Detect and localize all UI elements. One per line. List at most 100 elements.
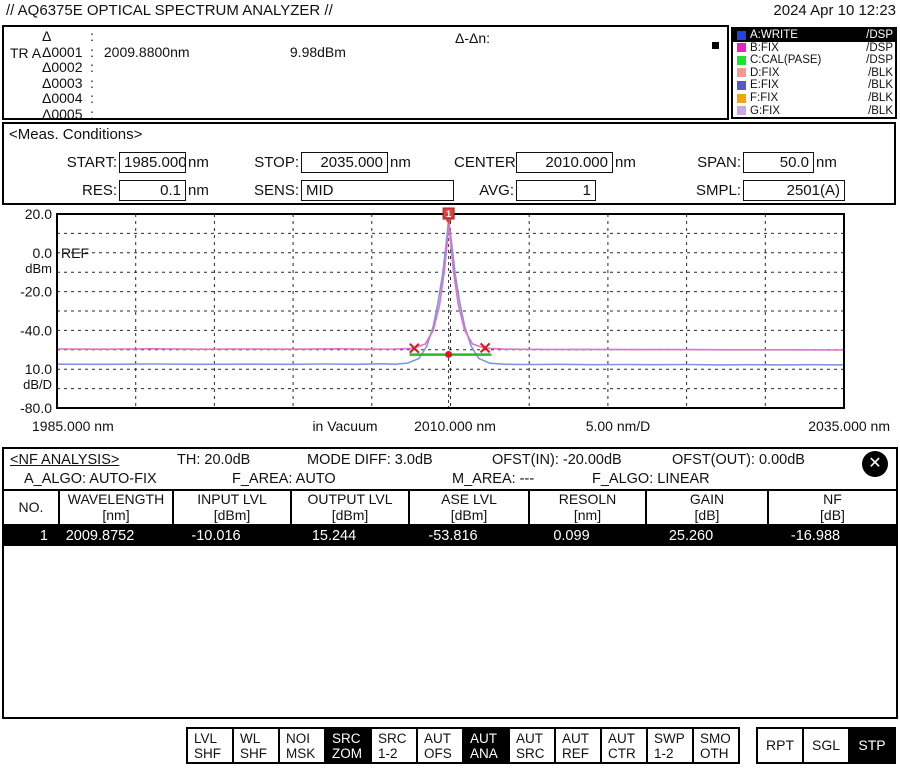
marker-colon: :: [90, 43, 94, 60]
marker-name: Δ0002: [42, 59, 83, 75]
field-label: START:: [66, 153, 117, 171]
softkey-line2: SRC: [516, 745, 545, 761]
softkey-line1: AUT: [562, 730, 589, 746]
svg-text:-40.0: -40.0: [20, 322, 52, 338]
field-input-avg[interactable]: 1: [516, 179, 596, 201]
legend-mode-label: /DSP: [866, 54, 893, 67]
field-input-start[interactable]: 1985.000: [119, 151, 187, 173]
svg-text:dBm: dBm: [25, 261, 52, 276]
column-title: WAVELENGTH: [67, 491, 165, 507]
svg-text:0.0: 0.0: [33, 245, 53, 261]
marker-panel: TR A Δ: Δ0001:2009.8800nm 9.98dBm Δ0002: Δ00…: [2, 25, 729, 122]
table-header-cell: INPUT LVL [dBm]: [174, 491, 292, 524]
softkey-line1: SMO: [700, 730, 731, 746]
legend-row-d[interactable]: D:FIX/BLK: [733, 67, 895, 80]
datetime: 2024 Apr 10 12:23: [773, 2, 896, 19]
marker-colon: :: [90, 59, 94, 75]
softkey-line2: OTH: [700, 745, 729, 761]
svg-text:dB/D: dB/D: [23, 377, 52, 392]
softkey-line1: AUT: [608, 730, 635, 746]
column-unit: [nm]: [573, 506, 602, 523]
softkey-src-1-2[interactable]: SRC 1-2: [370, 727, 418, 764]
column-unit: [dBm]: [213, 506, 251, 523]
softkey-line1: LVL: [194, 730, 218, 746]
nf-param: A_ALGO: AUTO-FIX: [24, 471, 157, 487]
softkey-wl-shf[interactable]: WL SHF: [232, 727, 280, 764]
softkey-lvl-shf[interactable]: LVL SHF: [186, 727, 234, 764]
legend-trace-label: D:FIX: [750, 66, 780, 79]
legend-row-a[interactable]: A:WRITE/DSP: [733, 29, 895, 42]
column-unit: [dBm]: [331, 506, 369, 523]
trace-color-icon: [737, 30, 746, 40]
table-header-cell: ASE LVL [dBm]: [410, 491, 530, 524]
softkey-aut-src[interactable]: AUT SRC: [508, 727, 556, 764]
softkey-line2: CTR: [608, 745, 636, 761]
table-cell: -10.016: [191, 528, 241, 544]
svg-text:1985.000 nm: 1985.000 nm: [32, 418, 114, 434]
title-bar: // AQ6375E OPTICAL SPECTRUM ANALYZER // …: [6, 2, 896, 19]
softkey-aut-ref[interactable]: AUT REF: [554, 727, 602, 764]
legend-mode-label: /BLK: [868, 66, 893, 79]
table-cell: 1: [39, 528, 48, 544]
trace-legend: A:WRITE/DSP B:FIX/DSP C:CAL(PASE)/DSP D:FIX…: [731, 27, 897, 119]
softkey-smo-oth[interactable]: SMO OTH: [692, 727, 740, 764]
table-row[interactable]: 1 2009.8752 -10.016 15.244 -53.816 0.099 25.26…: [4, 526, 896, 546]
close-icon[interactable]: ✕: [862, 451, 888, 477]
softkey-rpt[interactable]: RPT: [756, 727, 804, 764]
softkey-line2: ZOM: [332, 745, 362, 761]
softkey-stp[interactable]: STP: [848, 727, 896, 764]
legend-row-g[interactable]: G:FIX/BLK: [733, 104, 895, 117]
column-title: OUTPUT LVL: [307, 491, 393, 507]
meas-conditions-title: <Meas. Conditions>: [9, 126, 143, 143]
svg-text:REF: REF: [61, 245, 89, 261]
field-input-smpl[interactable]: 2501(A): [743, 179, 845, 201]
field-unit: nm: [816, 153, 837, 171]
field-label: AVG:: [479, 181, 514, 199]
trace-a-write: [56, 219, 845, 366]
field-unit: nm: [188, 181, 209, 199]
table-cell: 15.244: [311, 528, 357, 544]
trace-color-icon: [737, 55, 746, 65]
legend-row-f[interactable]: F:FIX/BLK: [733, 92, 895, 105]
field-label: RES:: [81, 181, 117, 199]
softkey-line2: REF: [562, 745, 589, 761]
meas-conditions-row-2: RES: 0.1 nm SENS: MID AVG: 1 SMPL: 2501(A): [4, 179, 894, 201]
softkey-src-zom[interactable]: SRC ZOM: [324, 727, 372, 764]
marker-wavelength: [104, 91, 290, 107]
field-input-span[interactable]: 50.0: [743, 151, 814, 173]
marker-row: Δ0002:: [42, 59, 346, 76]
field-unit: nm: [188, 153, 209, 171]
marker-row-list: Δ: Δ0001:2009.8800nm 9.98dBm Δ0002: Δ0003: Δ0…: [42, 28, 346, 122]
nf-param: MODE DIFF: 3.0dB: [307, 452, 433, 468]
softkey-noi-msk[interactable]: NOI MSK: [278, 727, 326, 764]
marker-colon: :: [90, 28, 94, 44]
softkey-line1: AUT: [516, 730, 543, 746]
softkey-group-right: RPT SGL STP: [756, 727, 896, 764]
field-input-stop[interactable]: 2035.000: [301, 151, 388, 173]
softkey-aut-ana[interactable]: AUT ANA: [462, 727, 510, 764]
nf-param: OFST(IN): -20.00dB: [492, 452, 622, 468]
softkey-line1: NOI: [286, 730, 311, 746]
marker-name: Δ0004: [42, 90, 83, 106]
legend-row-e[interactable]: E:FIX/BLK: [733, 79, 895, 92]
spectrum-chart: 20.0 0.0 dBm -20.0 -40.0 10.0 dB/D -80.0 REF 1 198…: [0, 205, 900, 445]
field-input-res[interactable]: 0.1: [119, 179, 186, 201]
softkey-aut-ofs[interactable]: AUT OFS: [416, 727, 464, 764]
legend-row-c[interactable]: C:CAL(PASE) /DSP: [733, 54, 895, 67]
softkey-aut-ctr[interactable]: AUT CTR: [600, 727, 648, 764]
softkey-line2: OFS: [424, 745, 452, 761]
softkey-line2: ANA: [470, 745, 498, 761]
marker-wavelength: [104, 76, 290, 92]
column-title: GAIN: [689, 491, 725, 507]
marker-wavelength: 2009.8800nm: [103, 43, 190, 60]
nf-param: M_AREA: ---: [452, 471, 535, 487]
softkey-sgl[interactable]: SGL: [802, 727, 850, 764]
table-header-cell: RESOLN [nm]: [530, 491, 647, 524]
field-input-center[interactable]: 2010.000: [516, 151, 613, 173]
field-input-sens[interactable]: MID: [301, 179, 454, 201]
marker-row: Δ0003:: [42, 75, 346, 92]
softkey-group-left: LVL SHF WL SHF NOI MSK SRC ZOM SRC 1-2 AUT OFS AUT AN…: [186, 727, 740, 764]
softkey-swp-1-2[interactable]: SWP 1-2: [646, 727, 694, 764]
svg-text:5.00 nm/D: 5.00 nm/D: [586, 418, 651, 434]
legend-row-b[interactable]: B:FIX/DSP: [733, 42, 895, 55]
